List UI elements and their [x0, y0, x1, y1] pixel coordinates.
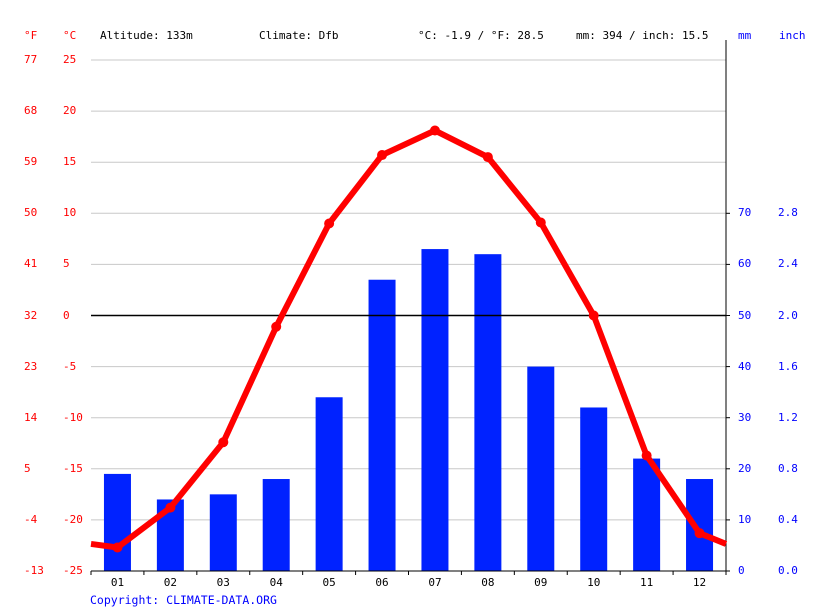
inch-tick-label: 2.8 — [778, 206, 798, 220]
fahrenheit-tick-label: -13 — [24, 564, 44, 577]
precipitation-bar — [315, 397, 343, 571]
fahrenheit-tick-label: 68 — [24, 104, 38, 118]
mm-tick-label: 30 — [738, 410, 752, 424]
fahrenheit-tick-label: 32 — [24, 308, 38, 322]
month-tick-label: 09 — [534, 576, 548, 589]
celsius-tick-label: -20 — [63, 512, 83, 526]
precipitation-bar — [209, 494, 237, 571]
month-tick-label: 02 — [163, 576, 177, 589]
mm-unit-label: mm — [738, 29, 752, 42]
mm-tick-label: 20 — [738, 461, 752, 475]
celsius-tick-label: 0 — [63, 308, 70, 322]
temperature-point — [324, 218, 335, 229]
celsius-tick-label: -10 — [63, 410, 83, 424]
mm-tick-label: 10 — [738, 512, 752, 526]
inch-tick-label: 1.6 — [778, 359, 798, 373]
fahrenheit-tick-label: 23 — [24, 359, 38, 373]
month-tick-label: 03 — [216, 576, 230, 589]
fahrenheit-tick-label: 77 — [24, 53, 38, 66]
month-tick-label: 12 — [692, 576, 707, 589]
temperature-point — [218, 437, 229, 448]
precipitation-bar — [633, 458, 661, 571]
celsius-unit-label: °C — [63, 29, 77, 42]
inch-unit-label: inch — [779, 29, 806, 42]
precipitation-bar — [527, 366, 555, 571]
mm-tick-label: 40 — [738, 359, 752, 373]
inch-tick-label: 1.2 — [778, 410, 798, 424]
precipitation-bar — [262, 479, 290, 571]
temperature-summary: °C: -1.9 / °F: 28.5 — [418, 29, 544, 42]
temperature-point — [482, 152, 493, 163]
temperature-point — [112, 542, 123, 553]
fahrenheit-unit-label: °F — [24, 29, 38, 42]
celsius-tick-label: 15 — [63, 155, 77, 169]
climate-label: Climate: Dfb — [259, 29, 339, 42]
celsius-tick-label: 10 — [63, 206, 77, 220]
month-tick-label: 04 — [269, 576, 283, 589]
month-tick-label: 08 — [481, 576, 495, 589]
month-tick-label: 05 — [322, 576, 336, 589]
mm-tick-label: 50 — [738, 308, 752, 322]
altitude-label: Altitude: 133m — [100, 29, 193, 42]
celsius-tick-label: -5 — [63, 359, 77, 373]
inch-tick-label: 2.0 — [778, 308, 798, 322]
month-tick-label: 07 — [428, 576, 442, 589]
month-tick-label: 06 — [375, 576, 389, 589]
month-tick-label: 10 — [587, 576, 601, 589]
temperature-point — [694, 528, 705, 539]
temperature-line — [90, 127, 728, 551]
inch-tick-label: 2.4 — [778, 257, 798, 271]
mm-tick-label: 60 — [738, 257, 752, 271]
precipitation-bar — [368, 279, 396, 571]
temperature-point — [165, 502, 176, 513]
precipitation-bar — [474, 254, 502, 571]
temperature-point — [271, 321, 282, 332]
celsius-tick-label: 25 — [63, 53, 77, 66]
copyright-text: Copyright: CLIMATE-DATA.ORG — [90, 593, 277, 607]
celsius-tick-label: 20 — [63, 104, 77, 118]
celsius-tick-label: 5 — [63, 257, 70, 271]
fahrenheit-tick-label: 14 — [24, 410, 38, 424]
fahrenheit-tick-label: 59 — [24, 155, 38, 169]
precipitation-bar — [103, 473, 131, 571]
temperature-point — [377, 150, 388, 161]
fahrenheit-tick-label: 41 — [24, 257, 38, 271]
fahrenheit-tick-label: 50 — [24, 206, 38, 220]
month-tick-label: 11 — [640, 576, 654, 589]
inch-tick-label: 0.0 — [778, 564, 798, 577]
inch-tick-label: 0.8 — [778, 461, 798, 475]
inch-tick-label: 0.4 — [778, 512, 798, 526]
celsius-tick-label: -15 — [63, 461, 83, 475]
fahrenheit-tick-label: 5 — [24, 461, 31, 475]
temperature-point — [641, 450, 652, 461]
temperature-point — [535, 217, 546, 228]
celsius-tick-label: -25 — [63, 564, 83, 577]
month-tick-label: 01 — [110, 576, 125, 589]
temperature-point — [429, 125, 440, 136]
precipitation-bar — [686, 479, 714, 571]
temperature-point — [588, 310, 599, 321]
precipitation-bar — [421, 249, 449, 571]
mm-tick-label: 70 — [738, 206, 752, 220]
fahrenheit-tick-label: -4 — [24, 512, 38, 526]
precipitation-summary: mm: 394 / inch: 15.5 — [576, 29, 709, 42]
mm-tick-label: 0 — [738, 564, 745, 577]
precipitation-bar — [580, 407, 608, 571]
